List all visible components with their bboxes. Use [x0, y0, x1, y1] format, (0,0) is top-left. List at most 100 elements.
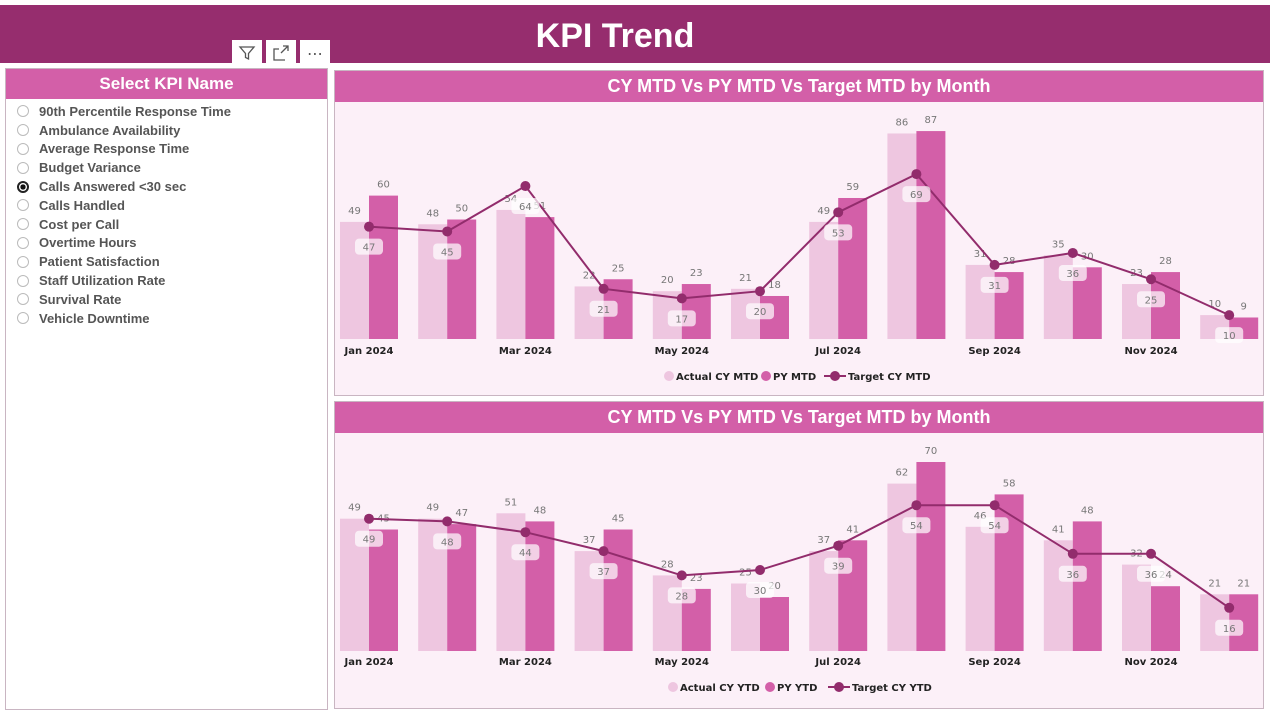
data-label-target: 49 — [363, 535, 376, 546]
bar-actual[interactable] — [418, 224, 448, 339]
bar-actual[interactable] — [887, 133, 917, 339]
bar-py[interactable] — [525, 217, 555, 339]
legend-py-marker — [765, 682, 775, 692]
focus-mode-icon[interactable] — [266, 40, 296, 66]
data-label-target: 47 — [363, 243, 376, 254]
radio-button[interactable] — [17, 255, 29, 268]
legend-py[interactable]: PY MTD — [773, 372, 816, 383]
legend-actual[interactable]: Actual CY MTD — [676, 372, 758, 383]
target-point[interactable] — [833, 207, 844, 218]
legend-py[interactable]: PY YTD — [777, 683, 817, 694]
slicer-item[interactable]: Calls Handled — [6, 196, 327, 215]
target-point[interactable] — [364, 513, 374, 524]
target-point[interactable] — [1146, 548, 1156, 559]
target-point[interactable] — [1224, 602, 1235, 613]
legend-actual-marker — [664, 371, 674, 381]
slicer-item[interactable]: 90th Percentile Response Time — [6, 102, 327, 121]
bar-actual[interactable] — [965, 264, 995, 339]
radio-button[interactable] — [17, 199, 29, 212]
target-point[interactable] — [911, 500, 922, 511]
target-point[interactable] — [598, 546, 609, 557]
slicer-item-label: Ambulance Availability — [39, 122, 181, 138]
target-point[interactable] — [1224, 310, 1235, 321]
filter-icon[interactable] — [232, 40, 262, 66]
slicer-item[interactable]: Overtime Hours — [6, 234, 327, 253]
radio-button[interactable] — [17, 142, 29, 155]
target-point[interactable] — [1067, 247, 1078, 258]
bar-py[interactable] — [1151, 586, 1180, 651]
target-label-box — [1215, 619, 1244, 636]
target-label-box — [902, 186, 931, 203]
slicer-item[interactable]: Ambulance Availability — [6, 121, 327, 140]
target-point[interactable] — [676, 570, 687, 581]
slicer-item[interactable]: Survival Rate — [6, 290, 327, 309]
bar-py[interactable] — [1072, 521, 1102, 651]
bar-py[interactable] — [760, 597, 789, 651]
target-point[interactable] — [520, 181, 531, 192]
bar-actual[interactable] — [1043, 540, 1073, 651]
data-label-target: 53 — [832, 228, 845, 239]
target-point[interactable] — [520, 527, 531, 538]
target-point[interactable] — [364, 221, 374, 232]
radio-button[interactable] — [17, 312, 29, 325]
x-tick-label: Jan 2024 — [344, 657, 394, 668]
radio-button[interactable] — [17, 218, 29, 231]
target-point[interactable] — [1067, 548, 1078, 559]
radio-button[interactable] — [17, 180, 29, 193]
bar-py[interactable] — [369, 195, 398, 339]
bar-actual[interactable] — [965, 526, 995, 651]
data-label-py: 70 — [925, 446, 938, 457]
bar-actual[interactable] — [809, 221, 839, 339]
header-bar: KPI Trend — [0, 5, 1270, 63]
target-point[interactable] — [676, 293, 687, 304]
slicer-item[interactable]: Cost per Call — [6, 215, 327, 234]
bar-py[interactable] — [525, 521, 555, 651]
slicer-item[interactable]: Vehicle Downtime — [6, 309, 327, 328]
radio-button[interactable] — [17, 293, 29, 306]
data-label-target: 48 — [441, 537, 454, 548]
slicer-item[interactable]: Patient Satisfaction — [6, 252, 327, 271]
radio-button[interactable] — [17, 274, 29, 287]
bar-py[interactable] — [916, 131, 946, 339]
bar-actual[interactable] — [496, 209, 526, 339]
radio-button[interactable] — [17, 105, 29, 118]
bar-py[interactable] — [838, 197, 868, 339]
radio-button[interactable] — [17, 161, 29, 174]
x-tick-label: Mar 2024 — [499, 657, 552, 668]
slicer-item-label: Calls Handled — [39, 197, 125, 213]
target-label-box — [511, 198, 540, 215]
target-point[interactable] — [442, 516, 453, 527]
bar-py[interactable] — [838, 540, 868, 651]
slicer-item[interactable]: Staff Utilization Rate — [6, 271, 327, 290]
target-label-box — [746, 582, 774, 598]
bar-py[interactable] — [603, 529, 633, 652]
target-point[interactable] — [755, 286, 765, 297]
radio-button[interactable] — [17, 124, 29, 137]
target-label-box — [980, 517, 1009, 534]
target-point[interactable] — [989, 259, 1000, 270]
radio-button[interactable] — [17, 236, 29, 249]
slicer-item[interactable]: Budget Variance — [6, 158, 327, 177]
more-options-icon[interactable]: ⋯ — [300, 40, 330, 66]
target-point[interactable] — [442, 226, 453, 237]
target-point[interactable] — [1146, 274, 1156, 285]
bar-py[interactable] — [369, 529, 398, 652]
bar-py[interactable] — [916, 462, 946, 651]
target-point[interactable] — [911, 169, 922, 180]
target-point[interactable] — [598, 283, 609, 294]
data-label-actual: 21 — [1208, 578, 1221, 589]
legend-actual[interactable]: Actual CY YTD — [680, 683, 760, 694]
bar-actual[interactable] — [887, 483, 917, 651]
bar-actual[interactable] — [496, 513, 526, 651]
target-point[interactable] — [989, 500, 1000, 511]
slicer-item[interactable]: Average Response Time — [6, 140, 327, 159]
slicer-title: Select KPI Name — [6, 69, 327, 99]
target-point[interactable] — [755, 565, 765, 575]
bar-py[interactable] — [447, 219, 477, 340]
target-point[interactable] — [833, 540, 844, 551]
legend-target[interactable]: Target CY YTD — [852, 683, 932, 694]
legend-target[interactable]: Target CY MTD — [848, 372, 931, 383]
data-label-target: 30 — [754, 586, 767, 597]
slicer-item[interactable]: Calls Answered <30 sec — [6, 177, 327, 196]
bar-actual[interactable] — [652, 575, 682, 651]
